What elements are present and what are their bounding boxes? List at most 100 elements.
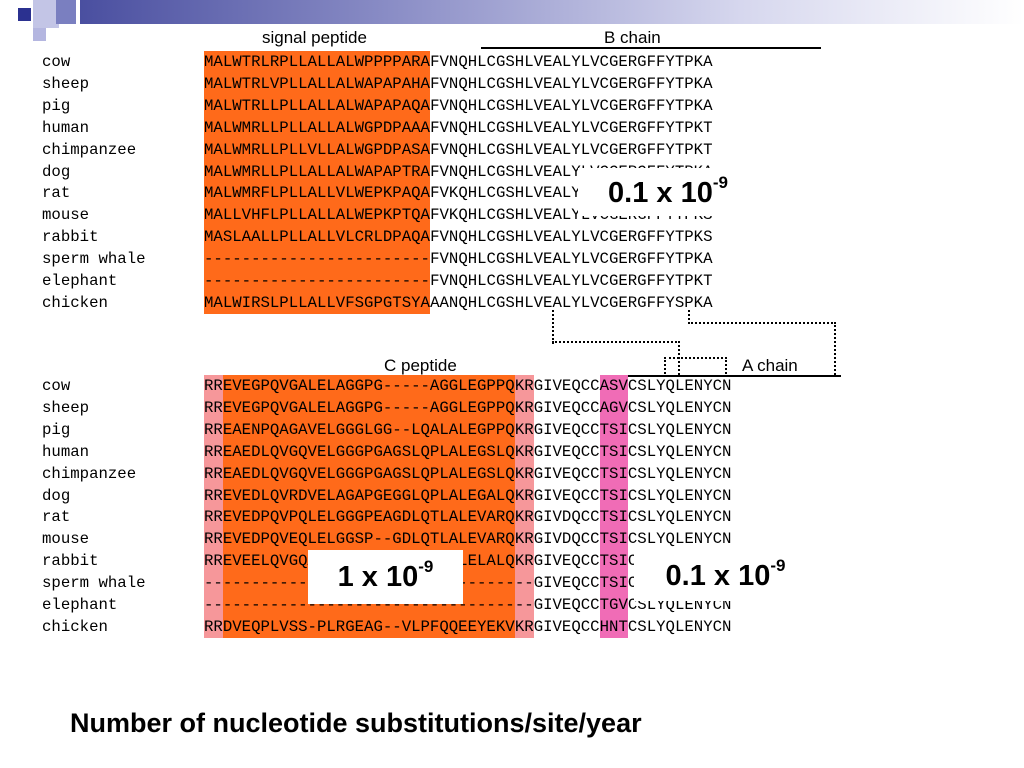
a-chain-variable-site: TSI [599,418,628,441]
species-name: chicken [42,293,108,312]
species-name: pig [42,420,71,439]
species-name: cow [42,377,71,395]
c-peptide-seq: EVEGPQVGALELAGGPG-----AGGLEGPPQ [222,375,515,397]
b-rate-base: 0.1 x 10 [608,177,713,209]
c-peptide-cleavage-right: KR [514,462,534,485]
title-gradient-bar [80,0,1024,24]
b-chain-seq: FVNQHLCGSHLVEALYLVCGERGFFYTPKS [430,228,713,247]
a-chain-variable-site: AGV [599,396,628,419]
species-name: pig [42,96,71,115]
a-chain-variable-site: TSI [599,484,628,507]
a-chain-variable-site: TSI [599,440,628,463]
signal-peptide-seq: MALWIRSLPLLALLVFSGPGTSYA [204,291,431,314]
c-rate-exp: -9 [418,557,434,576]
a-chain-seq-start: GIVEQCC [533,574,600,593]
a-chain-seq-start: GIVEQCC [533,617,600,636]
b-chain-seq: AANQHLCGSHLVEALYLVCGERGFFYSPKA [430,293,713,312]
deco-square-light [33,0,59,28]
a-chain-variable-site: TSI [599,528,628,551]
a-chain-rate-label: 0.1 x 10-9 [634,551,817,601]
signal-peptide-seq: MALWMRFLPLLALLVLWEPKPAQA [204,182,431,205]
signal-peptide-seq: MALWTRLRPLLALLALWPPPPARA [204,51,431,73]
c-peptide-seq: EAENPQAGAVELGGGLGG--LQALALEGPPQ [222,418,515,441]
b-chain-seq: FVNQHLCGSHLVEALYLVCGERGFFYTPKA [430,250,713,269]
c-peptide-cleavage-left: RR [204,615,223,638]
a-chain-seq-start: GIVEQCC [533,464,600,483]
species-name: rat [42,508,71,527]
species-name: rabbit [42,228,99,247]
c-peptide-cleavage-right: KR [514,440,534,463]
c-peptide-seq: EVEGPQVGALELAGGPG-----AGGLEGPPQ [222,396,515,419]
a-rate-exp: -9 [770,556,786,575]
species-name: cow [42,53,71,71]
signal-peptide-seq: ------------------------ [204,270,431,292]
a-chain-seq-end: CSLYQLENYCN [627,530,732,549]
deco-square-small [33,28,46,41]
c-peptide-cleavage-right: KR [514,506,534,529]
a-chain-underline [607,375,841,377]
disulfide-connector-right-h [688,322,836,324]
species-name: human [42,442,90,461]
c-peptide-cleavage-right: KR [514,375,534,397]
disulfide-connector-left [552,310,682,344]
signal-peptide-seq: ------------------------ [204,248,431,271]
c-peptide-cleavage-right: -- [514,594,534,616]
a-chain-seq-start: GIVDQCC [533,508,600,527]
c-peptide-cleavage-right: KR [514,615,534,638]
c-peptide-cleavage-right: KR [514,484,534,507]
species-name: elephant [42,272,118,290]
a-chain-variable-site: TSI [599,506,628,529]
b-chain-rate-label: 0.1 x 10-9 [578,168,758,216]
a-chain-variable-site: TSI [599,572,628,595]
c-rate-base: 1 x 10 [337,561,419,593]
c-peptide-cleavage-left: RR [204,375,223,397]
species-name: chimpanzee [42,140,137,159]
c-peptide-cleavage-right: -- [514,572,534,595]
signal-peptide-seq: MASLAALLPLLALLVLCRLDPAQA [204,226,431,249]
disulfide-connector-right [688,310,838,324]
c-peptide-cleavage-right: KR [514,418,534,441]
signal-peptide-seq: MALWMRLLPLLVLLALWGPDPASA [204,138,431,161]
a-chain-seq-start: GIVEQCC [533,442,600,461]
signal-peptide-seq: MALWTRLLPLLALLALWAPAPAQA [204,94,431,117]
a-chain-seq-end: CSLYQLENYCN [627,377,732,395]
a-chain-seq-start: GIVEQCC [533,377,600,395]
c-peptide-cleavage-right: KR [514,528,534,551]
a-chain-variable-site: TSI [599,550,628,573]
footer-caption: Number of nucleotide substitutions/site/… [70,708,642,738]
a-chain-variable-site: ASV [599,375,628,397]
species-name: sperm whale [42,574,146,593]
species-name: rabbit [42,552,99,571]
c-peptide-seq: EVEDPQVEQLELGGSP--GDLQTLALEVARQ [222,528,515,551]
c-peptide-cleavage-left: RR [204,440,223,463]
a-chain-seq-start: GIVDQCC [533,530,600,549]
species-name: chimpanzee [42,464,137,483]
b-chain-seq: FVNQHLCGSHLVEALYLVCGERGFFYTPKT [430,272,713,290]
c-peptide-cleavage-right: KR [514,396,534,419]
signal-peptide-seq: MALWMRLLPLLALLALWGPDPAAA [204,116,431,139]
c-peptide-cleavage-left: RR [204,462,223,485]
species-name: chicken [42,617,108,636]
disulfide-connector-right-drop [834,322,836,375]
a-chain-seq-end: CSLYQLENYCN [627,508,732,527]
c-peptide-cleavage-right: KR [514,550,534,573]
deco-square-mid [56,0,76,24]
signal-peptide-label: signal peptide [262,28,367,47]
a-chain-variable-site: TGV [599,594,628,616]
a-chain-seq-end: CSLYQLENYCN [627,398,732,417]
a-chain-seq-start: GIVEQCC [533,552,600,571]
c-peptide-cleavage-left: -- [204,594,223,616]
c-peptide-seq: EVEDPQVPQLELGGGPEAGDLQTLALEVARQ [222,506,515,529]
c-peptide-cleavage-left: RR [204,418,223,441]
deco-square-dark [18,8,31,21]
a-chain-label: A chain [742,356,798,375]
a-rate-base: 0.1 x 10 [665,560,771,592]
b-chain-label: B chain [604,28,661,47]
b-chain-seq: FVNQHLCGSHLVEALYLVCGERGFFYTPKT [430,118,713,137]
c-peptide-cleavage-left: RR [204,484,223,507]
species-name: sperm whale [42,250,146,269]
species-name: dog [42,486,71,505]
species-name: mouse [42,206,90,225]
upper-alignment: cow MALWTRLRPLLALLALWPPPPARA FVNQHLCGSHLVE… [42,51,842,315]
lower-alignment: cow RR EVEGPQVGALELAGGPG-----AGGLEGPPQ KR GI… [42,375,852,639]
